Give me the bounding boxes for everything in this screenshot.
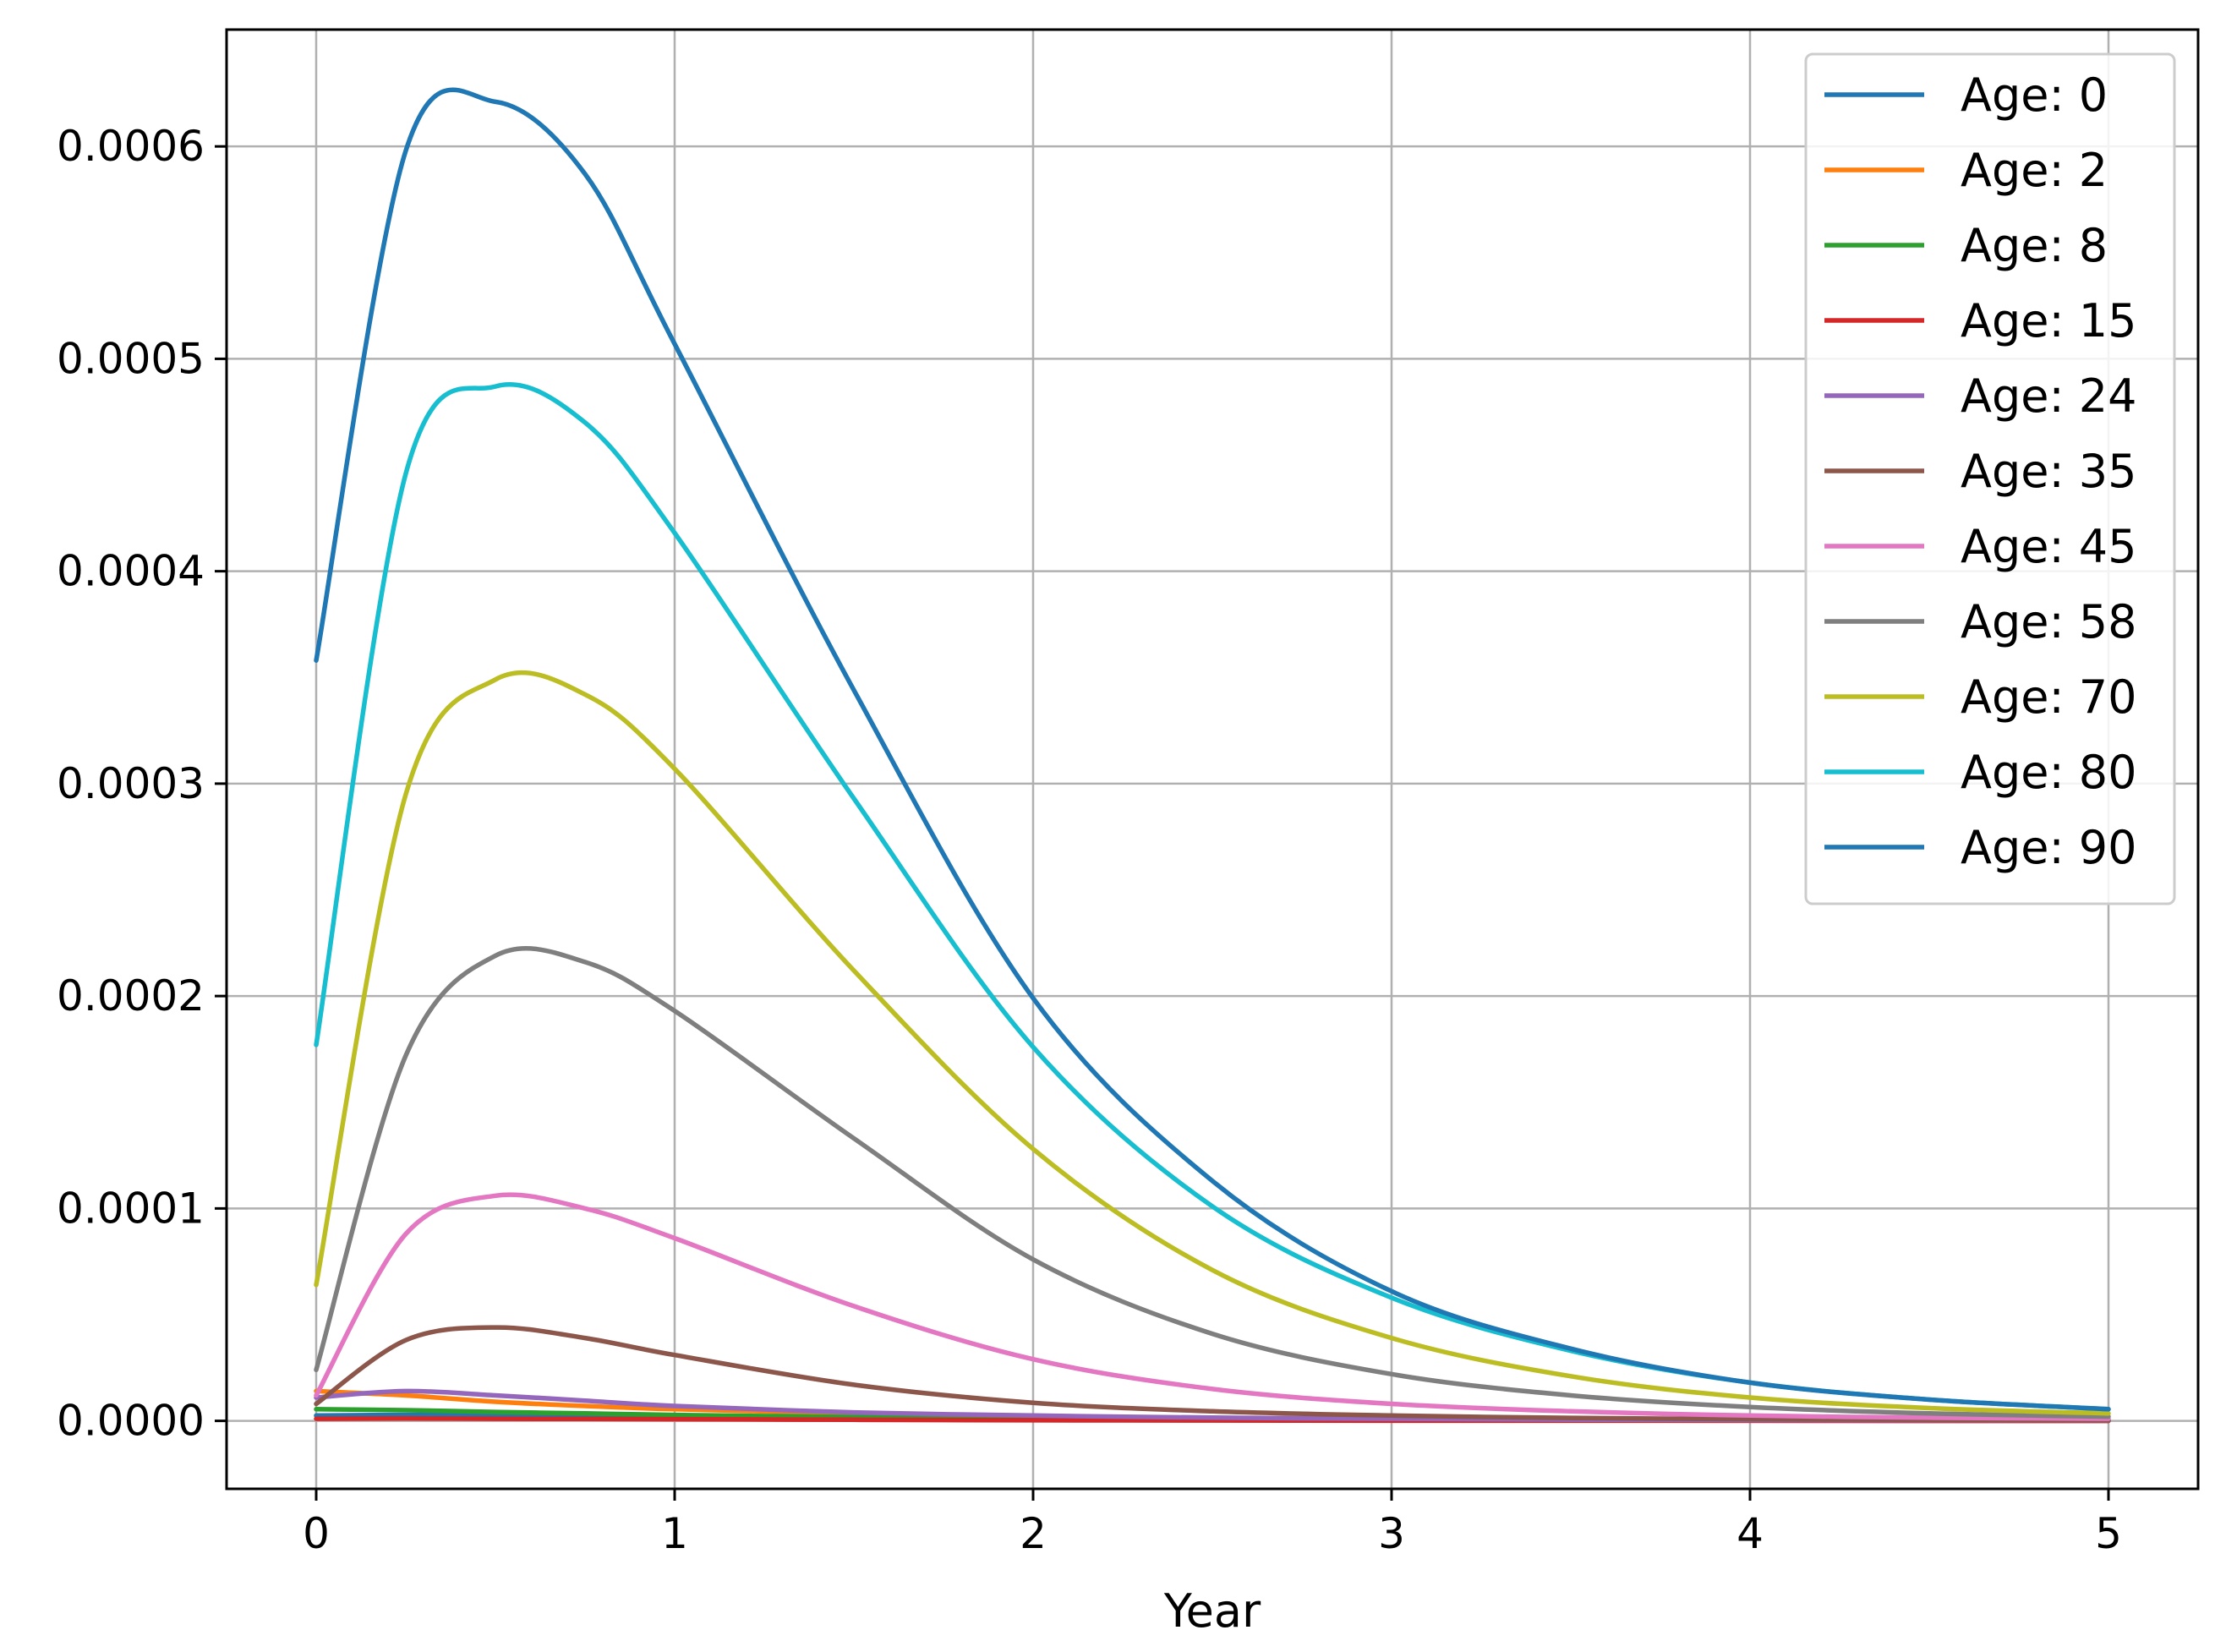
legend-label: Age: 0 [1961,68,2108,122]
x-tick-label: 0 [303,1509,330,1558]
legend-label: Age: 24 [1961,369,2137,423]
x-tick-label: 2 [1020,1509,1047,1558]
series-line [314,1192,2111,1421]
legend-label: Age: 35 [1961,445,2137,498]
series-line [314,87,2111,1412]
legend-label: Age: 80 [1961,746,2137,799]
legend-label: Age: 8 [1961,219,2108,272]
axis-ticks: 0 1 2 3 4 5 0.0000 0.0001 0.0002 0.0003 0.0004 0.00… [57,122,2122,1558]
x-axis-label: Year [1163,1584,1261,1638]
legend: Age: 0 Age: 2 Age: 8 Age: 15 Age: 24 Age: 35 A… [1804,52,2176,905]
y-tick-label: 0.0004 [57,547,205,596]
x-tick-label: 4 [1736,1509,1764,1558]
legend-box [1804,52,2176,905]
y-tick-label: 0.0001 [57,1184,205,1233]
series-line [314,670,2111,1416]
y-tick-label: 0.0002 [57,971,205,1020]
series-line [314,1325,2111,1423]
legend-label: Age: 15 [1961,294,2137,347]
x-tick-label: 5 [2095,1509,2122,1558]
legend-label: Age: 58 [1961,595,2137,648]
legend-label: Age: 70 [1961,670,2137,724]
y-tick-label: 0.0005 [57,334,205,383]
legend-label: Age: 90 [1961,821,2137,874]
x-tick-label: 1 [661,1509,688,1558]
plot-frame [225,28,2200,1491]
legend-label: Age: 2 [1961,144,2108,197]
x-tick-label: 3 [1378,1509,1405,1558]
series-lines [314,87,2111,1424]
series-line [314,946,2111,1420]
y-tick-label: 0.0006 [57,122,205,171]
y-tick-label: 0.0000 [57,1397,205,1446]
y-tick-label: 0.0003 [57,759,205,808]
legend-label: Age: 45 [1961,520,2137,573]
